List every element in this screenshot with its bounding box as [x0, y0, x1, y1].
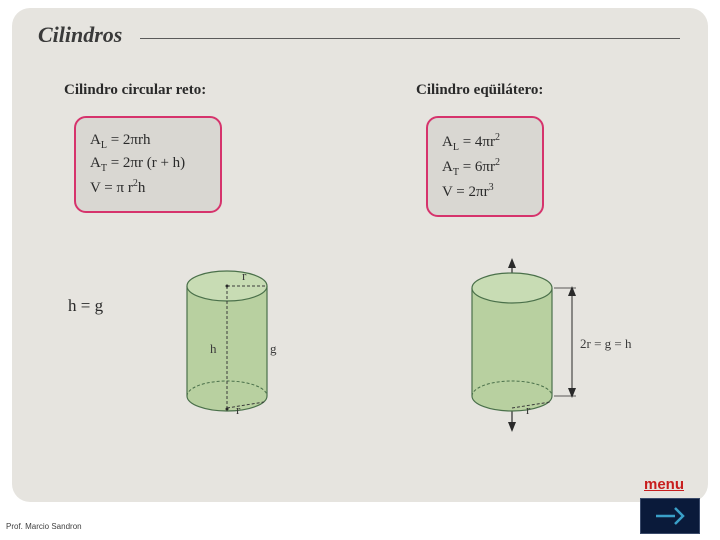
footer-author: Prof. Marcio Sandron — [6, 522, 82, 531]
formula: AL = 4πr2 — [442, 132, 528, 153]
diagram-label-g: g — [270, 341, 277, 357]
menu-link[interactable]: menu — [644, 476, 684, 493]
diagram-label-h: h — [210, 341, 217, 357]
next-arrow-button[interactable] — [640, 498, 700, 534]
left-cylinder-diagram — [172, 266, 282, 426]
formula: V = 2πr3 — [442, 182, 528, 201]
right-heading: Cilindro eqüilátero: — [416, 82, 543, 99]
page-title: Cilindros — [38, 22, 122, 48]
diagram-label-r-top: r — [242, 268, 246, 284]
right-formula-box: AL = 4πr2 AT = 6πr2 V = 2πr3 — [426, 116, 544, 217]
formula: V = π r2h — [90, 178, 206, 197]
left-formula-box: AL = 2πrh AT = 2πr (r + h) V = π r2h — [74, 116, 222, 213]
content-panel: Cilindros Cilindro circular reto: AL = 2… — [12, 8, 708, 502]
arrow-right-icon — [653, 504, 687, 528]
diagram-label-r-bottom: r — [526, 402, 530, 418]
diagram-dim-label: 2r = g = h — [580, 336, 632, 352]
title-rule — [140, 38, 680, 39]
formula: AL = 2πrh — [90, 132, 206, 151]
formula: AT = 2πr (r + h) — [90, 155, 206, 174]
h-equals-g-label: h = g — [68, 296, 103, 316]
diagram-label-r-bottom: r — [236, 402, 240, 418]
formula: AT = 6πr2 — [442, 157, 528, 178]
left-heading: Cilindro circular reto: — [64, 82, 206, 99]
